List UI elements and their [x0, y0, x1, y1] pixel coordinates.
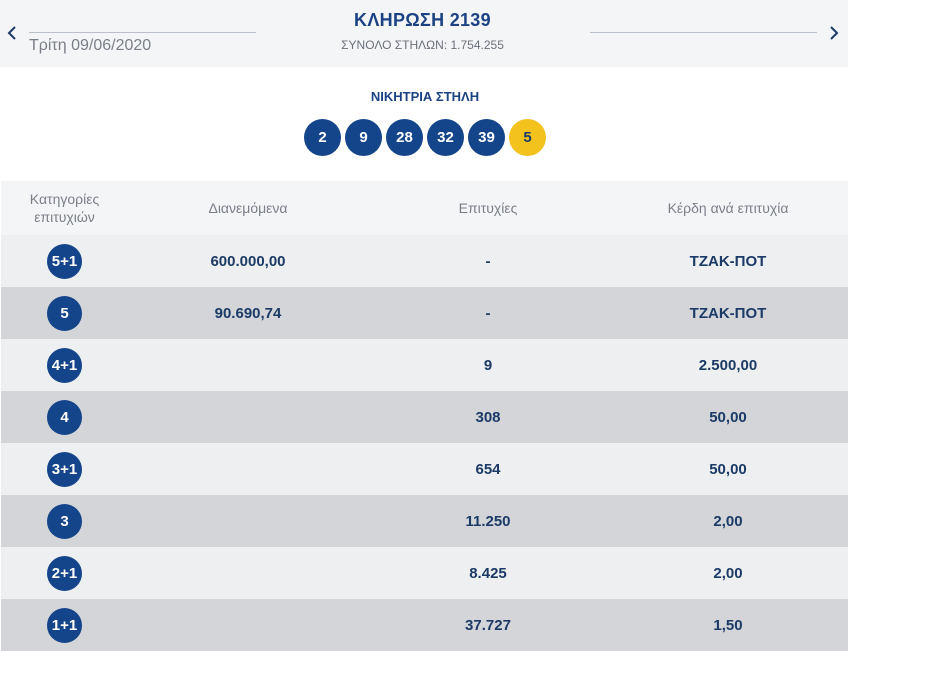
table-row: 3 11.250 2,00	[1, 495, 848, 547]
table-row: 4+1 9 2.500,00	[1, 339, 848, 391]
prize-cell: 2,00	[713, 512, 743, 530]
draw-header: Τρίτη 09/06/2020 ΚΛΗΡΩΣΗ 2139 ΣΥΝΟΛΟ ΣΤΗ…	[0, 0, 848, 67]
category-badge: 4+1	[47, 347, 82, 383]
winners-cell: 11.250	[465, 512, 511, 530]
winners-cell: 9	[483, 356, 493, 374]
column-header-distributed: Διανεμόμενα	[208, 200, 288, 216]
prize-cell: 2.500,00	[698, 356, 758, 374]
table-row: 1+1 37.727 1,50	[1, 599, 848, 651]
winning-column-label: ΝΙΚΗΤΡΙΑ ΣΤΗΛΗ	[370, 89, 480, 104]
category-badge: 4	[47, 399, 82, 435]
category-badge: 5+1	[47, 243, 82, 279]
distributed-cell: 600.000,00	[210, 252, 286, 270]
previous-draw-button[interactable]	[2, 22, 22, 44]
winners-cell: 8.425	[469, 564, 507, 582]
winning-number-ball: 9	[345, 119, 382, 156]
winning-numbers: 2 9 28 32 39 5	[304, 119, 546, 156]
next-draw-button[interactable]	[824, 22, 844, 44]
table-row: 5+1 600.000,00 - ΤΖΑΚ-ΠΟΤ	[1, 235, 848, 287]
category-badge: 2+1	[47, 555, 82, 591]
winners-cell: -	[485, 252, 491, 270]
category-badge: 1+1	[47, 607, 82, 643]
winners-cell: 37.727	[465, 616, 511, 634]
prize-cell: ΤΖΑΚ-ΠΟΤ	[689, 252, 767, 270]
table-row: 5 90.690,74 - ΤΖΑΚ-ΠΟΤ	[1, 287, 848, 339]
bonus-number-ball: 5	[509, 119, 546, 156]
header-divider-right	[590, 32, 817, 33]
winners-cell: 308	[475, 408, 501, 426]
table-header: Κατηγορίες επιτυχιών Διανεμόμενα Επιτυχί…	[1, 181, 848, 235]
table-row: 2+1 8.425 2,00	[1, 547, 848, 599]
category-badge: 3+1	[47, 451, 82, 487]
winning-number-ball: 2	[304, 119, 341, 156]
column-header-category: Κατηγορίες επιτυχιών	[29, 191, 100, 225]
draw-date: Τρίτη 09/06/2020	[29, 37, 152, 54]
distributed-cell: 90.690,74	[214, 304, 282, 322]
winning-number-ball: 32	[427, 119, 464, 156]
column-header-winners: Επιτυχίες	[458, 200, 518, 216]
chevron-left-icon	[7, 26, 16, 40]
winning-number-ball: 39	[468, 119, 505, 156]
prize-cell: 50,00	[709, 408, 747, 426]
prize-table: Κατηγορίες επιτυχιών Διανεμόμενα Επιτυχί…	[1, 181, 848, 651]
prize-cell: 2,00	[713, 564, 743, 582]
column-header-prize: Κέρδη ανά επιτυχία	[667, 200, 789, 216]
prize-cell: 50,00	[709, 460, 747, 478]
table-row: 4 308 50,00	[1, 391, 848, 443]
total-columns: ΣΥΝΟΛΟ ΣΤΗΛΩΝ: 1.754.255	[341, 38, 504, 52]
table-row: 3+1 654 50,00	[1, 443, 848, 495]
winners-cell: 654	[475, 460, 501, 478]
winning-number-ball: 28	[386, 119, 423, 156]
category-badge: 5	[47, 295, 82, 331]
chevron-right-icon	[830, 26, 839, 40]
prize-cell: ΤΖΑΚ-ΠΟΤ	[689, 304, 767, 322]
header-divider-left	[29, 32, 256, 33]
category-badge: 3	[47, 503, 82, 539]
winners-cell: -	[485, 304, 491, 322]
draw-title: ΚΛΗΡΩΣΗ 2139	[354, 10, 491, 30]
prize-cell: 1,50	[713, 616, 743, 634]
